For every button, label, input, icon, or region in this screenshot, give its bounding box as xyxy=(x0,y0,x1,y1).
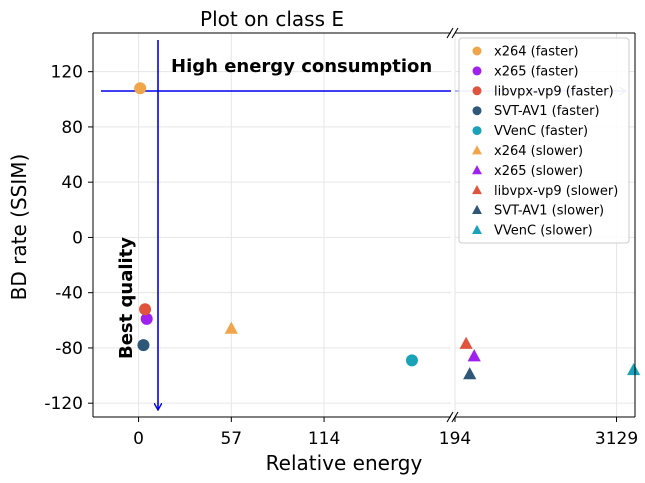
legend-marker xyxy=(472,126,482,136)
legend-items: x264 (faster) x265 (faster) libvpx-vp9 (fa… xyxy=(472,45,618,239)
y-tick-label: -120 xyxy=(44,394,83,414)
data-point xyxy=(463,367,477,380)
data-point xyxy=(139,303,152,316)
y-tick-label: 40 xyxy=(61,173,83,193)
plot-area-left xyxy=(93,33,451,417)
legend-label: x264 (faster) xyxy=(494,45,579,60)
legend-label: x265 (slower) xyxy=(494,164,583,179)
legend-marker xyxy=(472,106,482,116)
x-tick-label: 194 xyxy=(439,429,471,449)
legend-marker xyxy=(472,224,482,234)
chart-title: Plot on class E xyxy=(200,7,344,31)
legend-marker xyxy=(472,184,482,195)
legend-label: SVT-AV1 (faster) xyxy=(494,104,600,119)
legend-marker xyxy=(472,66,482,76)
annotation-best-quality: Best quality xyxy=(116,237,137,359)
grid-left xyxy=(93,33,451,417)
legend-label: x265 (faster) xyxy=(494,64,579,79)
annotation-high-energy: High energy consumption xyxy=(171,56,432,77)
legend-label: libvpx-vp9 (faster) xyxy=(494,84,614,99)
legend-frame xyxy=(458,37,630,244)
y-tick-label: -80 xyxy=(55,339,83,359)
data-point xyxy=(140,312,153,325)
x-axis-ticks: 0 57 114 194 3129 xyxy=(133,417,638,449)
x-tick-label: 3129 xyxy=(595,429,638,449)
data-point xyxy=(224,321,238,334)
data-points xyxy=(134,82,641,380)
y-axis-ticks: 120 80 40 0 -40 -80 -120 xyxy=(44,63,93,414)
data-point xyxy=(405,354,418,367)
x-tick-label: 0 xyxy=(133,429,144,449)
legend-marker xyxy=(472,46,482,56)
axis-spines xyxy=(92,32,636,418)
data-point xyxy=(467,349,481,362)
data-point xyxy=(627,362,641,376)
x-tick-label: 57 xyxy=(220,429,242,449)
y-axis-label: BD rate (SSIM) xyxy=(7,154,31,301)
x-tick-label: 114 xyxy=(308,429,340,449)
legend-label: x264 (slower) xyxy=(494,144,583,159)
y-tick-label: -40 xyxy=(55,284,83,304)
legend-label: VVenC (slower) xyxy=(494,224,593,239)
legend-label: SVT-AV1 (slower) xyxy=(494,204,604,219)
y-tick-label: 120 xyxy=(51,63,83,83)
axis-break-top xyxy=(446,27,459,39)
legend: x264 (faster) x265 (faster) libvpx-vp9 (fa… xyxy=(458,37,630,244)
plot-frame-left xyxy=(93,33,451,417)
data-point xyxy=(137,339,150,352)
x-axis-label: Relative energy xyxy=(266,451,423,475)
legend-marker xyxy=(472,204,482,215)
y-tick-label: 80 xyxy=(61,118,83,138)
legend-label: VVenC (faster) xyxy=(494,124,588,139)
legend-marker xyxy=(472,145,482,155)
y-tick-label: 0 xyxy=(72,228,83,248)
legend-label: libvpx-vp9 (slower) xyxy=(494,184,618,199)
legend-marker xyxy=(472,86,482,96)
data-point xyxy=(134,82,147,95)
legend-marker xyxy=(472,165,482,175)
data-point xyxy=(459,336,473,349)
